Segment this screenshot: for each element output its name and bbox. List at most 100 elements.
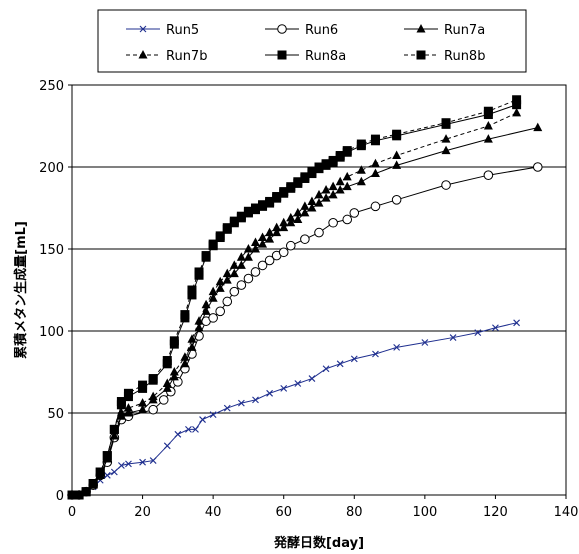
data-point [169, 367, 179, 376]
data-point [236, 252, 246, 261]
data-point [222, 275, 232, 284]
data-point [293, 214, 303, 223]
data-point [370, 168, 380, 178]
data-point [328, 217, 338, 228]
plot-area [71, 84, 567, 496]
data-point [215, 276, 225, 286]
data-point [223, 404, 231, 412]
data-point [314, 162, 324, 172]
data-point [209, 411, 217, 419]
x-tick-label: 100 [412, 505, 437, 520]
data-point [492, 324, 499, 332]
marker-stroke [280, 385, 288, 392]
marker-stroke [372, 350, 379, 358]
data-point [532, 162, 543, 172]
data-point [342, 146, 352, 156]
data-point [180, 358, 190, 368]
data-point [102, 451, 112, 461]
data-point [162, 383, 172, 392]
marker-stroke [474, 329, 482, 337]
marker-stroke [139, 25, 147, 33]
data-point [336, 360, 344, 368]
data-point [370, 201, 381, 212]
data-point [208, 286, 218, 296]
data-point [350, 355, 358, 363]
marker-stroke [185, 426, 192, 433]
data-point [272, 227, 282, 237]
data-point [180, 352, 190, 361]
data-point [474, 329, 482, 337]
legend-label: Run7a [444, 23, 485, 38]
data-point [222, 223, 232, 233]
data-point [280, 385, 288, 392]
x-tick-label: 140 [554, 505, 579, 520]
data-point [138, 50, 148, 59]
data-point [307, 167, 317, 177]
legend-item-run7b: Run7b [126, 49, 207, 64]
data-point [293, 207, 303, 217]
data-point [286, 217, 296, 227]
legend: Run5 Run6 Run7a Run7b Run8a Run8b [97, 9, 527, 73]
data-point [169, 336, 179, 346]
data-point [139, 25, 147, 33]
marker-stroke [209, 411, 217, 419]
data-point [285, 240, 296, 251]
data-point [314, 198, 324, 207]
series-line [72, 322, 517, 496]
data-point [243, 252, 253, 261]
data-point [222, 268, 232, 278]
data-point [307, 196, 317, 205]
data-point [265, 227, 275, 237]
marker-stroke [350, 355, 358, 363]
data-point [279, 222, 289, 232]
legend-label: Run8b [444, 49, 485, 64]
data-point [294, 380, 302, 387]
data-point [300, 201, 310, 210]
data-point [441, 118, 451, 128]
data-point [199, 416, 206, 423]
data-point [328, 189, 338, 199]
data-point [322, 365, 330, 373]
data-point [370, 158, 380, 168]
data-point [335, 151, 345, 161]
data-point [449, 334, 457, 341]
data-point [314, 227, 324, 238]
data-point [392, 150, 402, 160]
y-tick-label: 200 [39, 161, 64, 176]
data-point [321, 193, 331, 202]
data-point [258, 239, 268, 248]
data-point [277, 24, 287, 34]
axis-ticks: 0 50 100 150 200 250 0 20 40 60 80 100 120 140 [39, 79, 578, 520]
marker-stroke [393, 344, 401, 351]
data-point [342, 171, 352, 181]
data-point [416, 50, 426, 60]
marker-stroke [110, 468, 118, 476]
x-tick-label: 20 [134, 505, 151, 520]
data-point [314, 189, 324, 199]
data-point [138, 380, 148, 390]
data-point [286, 182, 296, 192]
marker-stroke [513, 319, 520, 327]
data-point [192, 426, 199, 433]
data-point [123, 388, 133, 398]
data-point [392, 129, 402, 139]
y-axis-label: 累積メタン生成量[mL] [13, 221, 29, 359]
marker-stroke [237, 399, 245, 407]
data-point [533, 122, 543, 132]
data-point [250, 237, 260, 246]
legend-label: Run6 [305, 23, 338, 38]
data-point [174, 430, 182, 438]
marker-stroke [103, 471, 111, 479]
data-point [258, 232, 268, 242]
data-point [162, 356, 172, 366]
data-point [300, 234, 310, 244]
marker-stroke [118, 462, 125, 469]
data-point [513, 319, 520, 327]
data-point [222, 296, 233, 307]
x-tick-label: 40 [205, 505, 222, 520]
data-point [74, 490, 84, 500]
data-point [148, 404, 158, 415]
data-point [349, 208, 360, 218]
data-point [116, 397, 126, 407]
